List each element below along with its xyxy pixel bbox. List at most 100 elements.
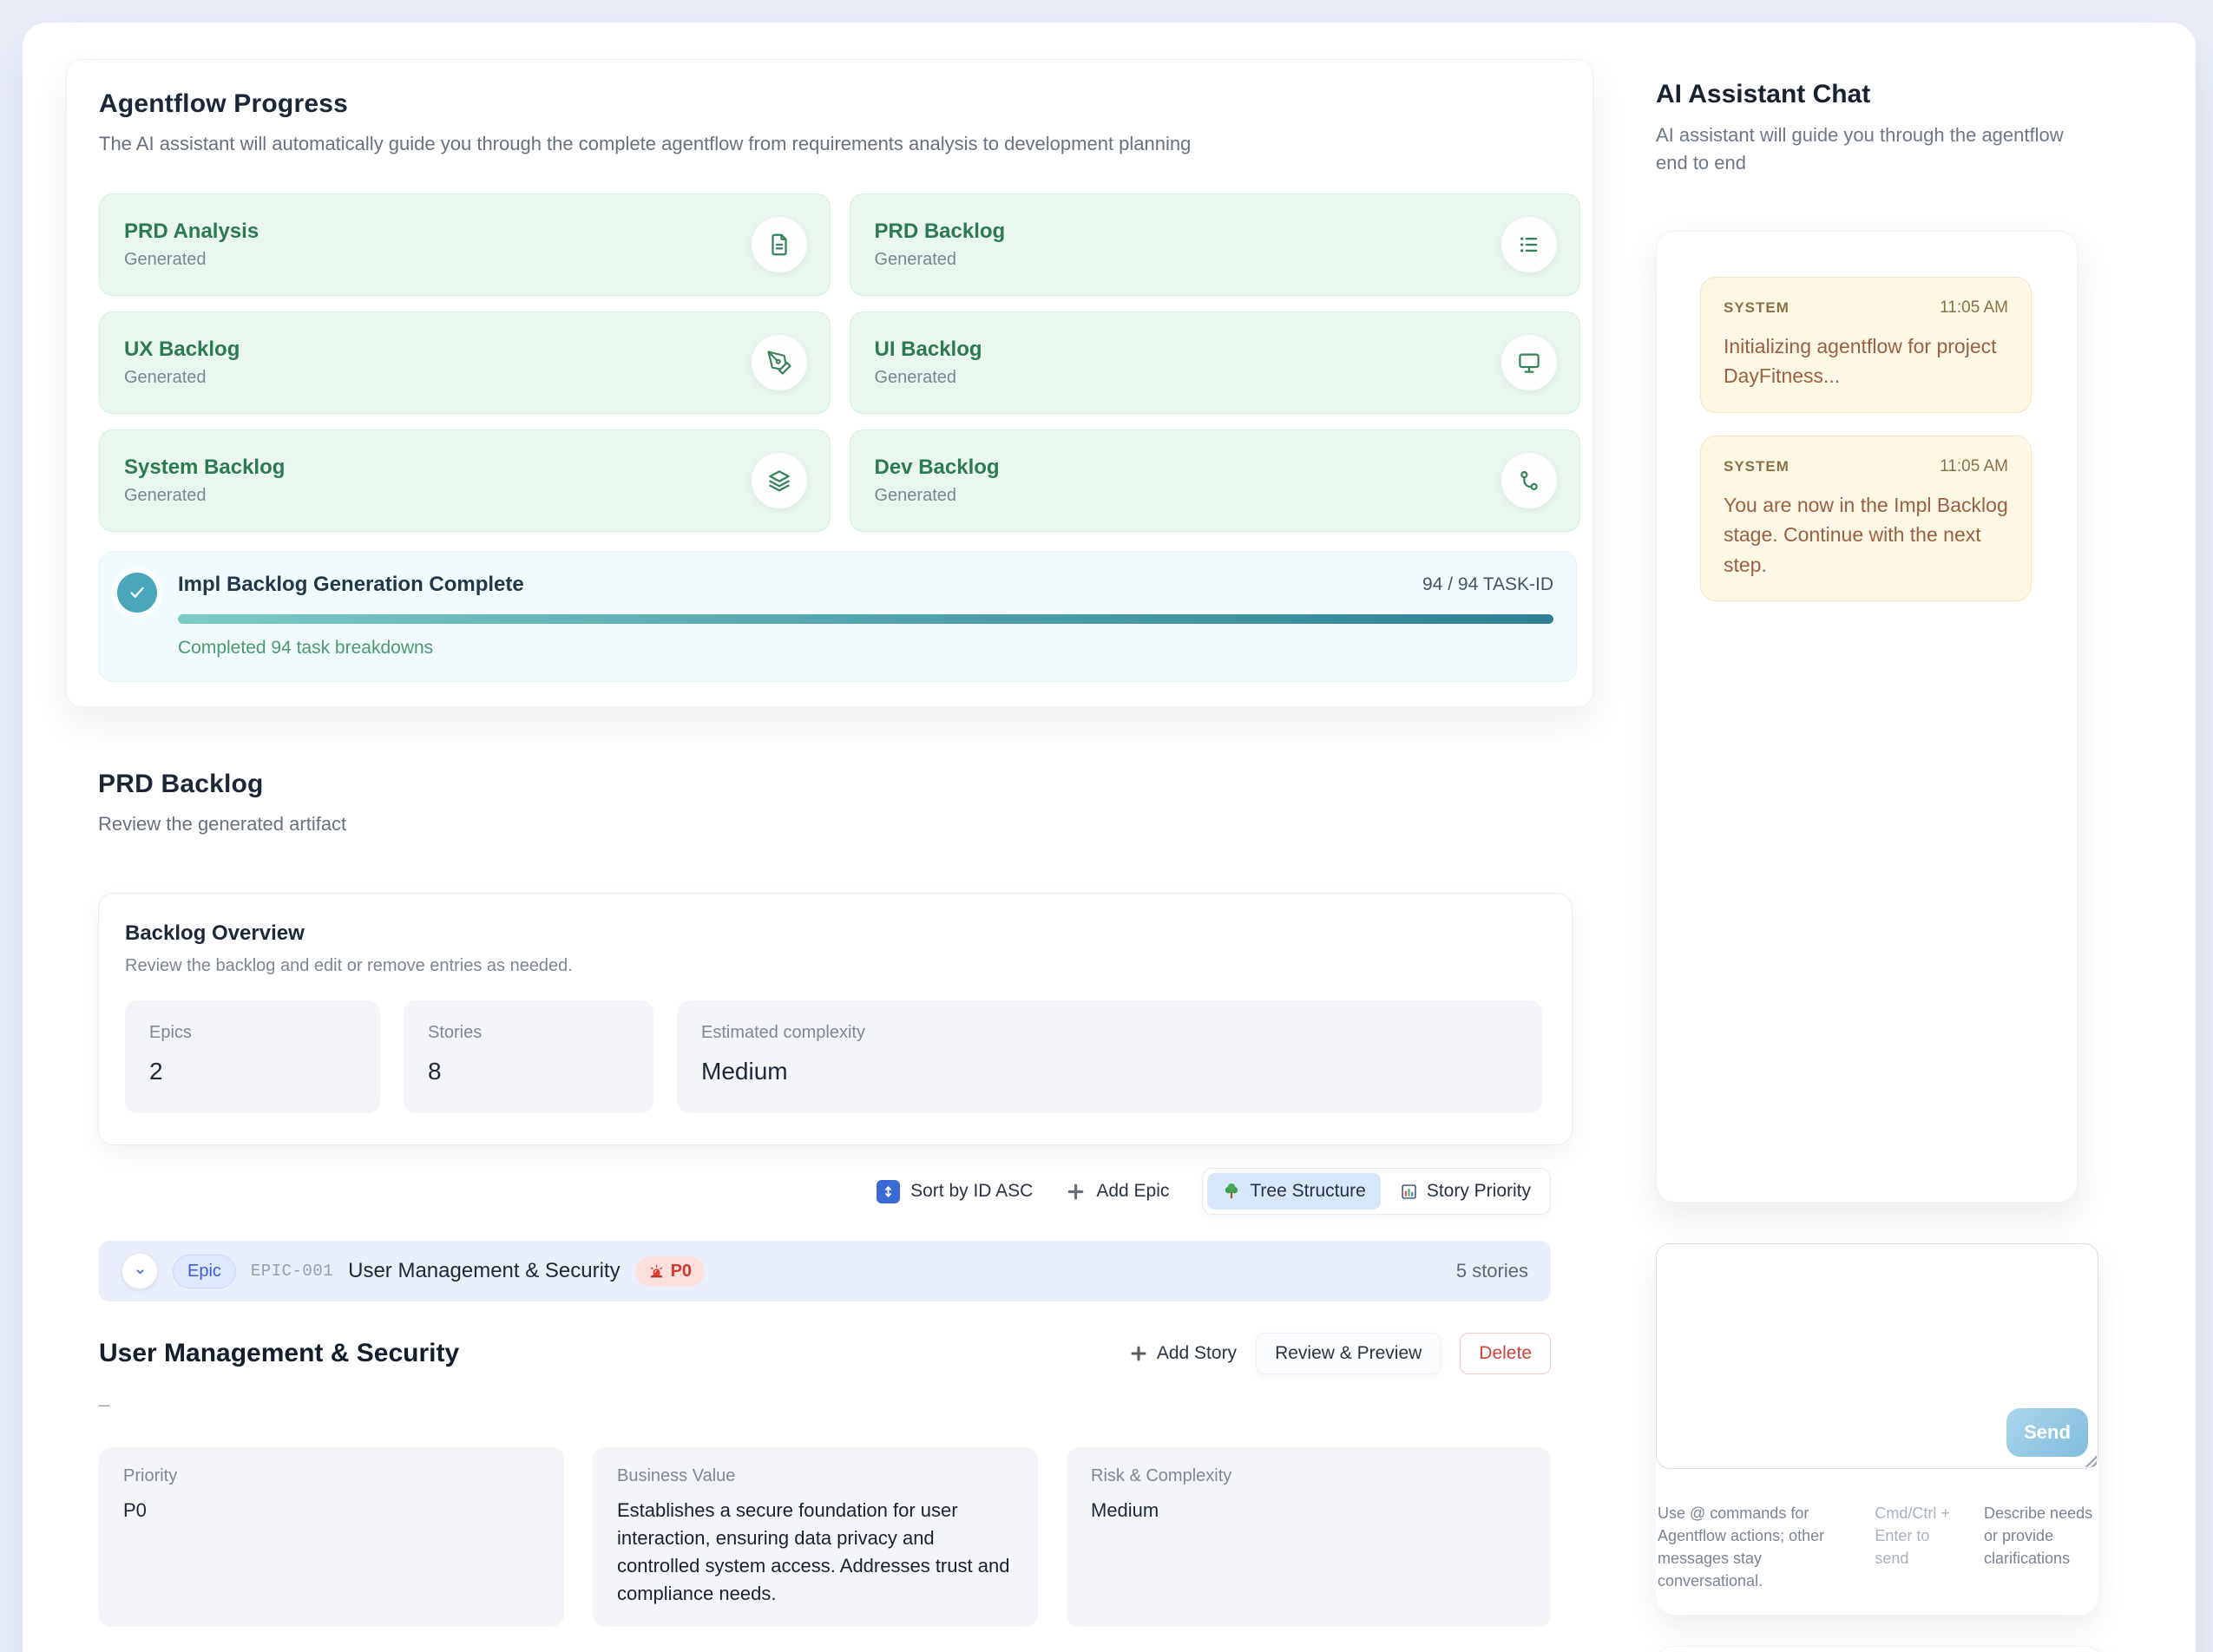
sort-label: Sort by ID ASC: [910, 1181, 1034, 1201]
tab-story-priority[interactable]: Story Priority: [1385, 1173, 1546, 1210]
message-time: 11:05 AM: [1940, 298, 2008, 317]
add-epic-button[interactable]: Add Epic: [1066, 1181, 1169, 1202]
message-sender: SYSTEM: [1724, 457, 1789, 475]
stage-status: Generated: [874, 368, 957, 387]
epic-description-placeholder: –: [99, 1393, 110, 1415]
git-branch-icon: [1501, 453, 1557, 508]
tab-tree-structure[interactable]: Tree Structure: [1207, 1173, 1381, 1210]
chat-hints: Use @ commands for Agentflow actions; ot…: [1656, 1502, 2098, 1592]
message-text: You are now in the Impl Backlog stage. C…: [1724, 493, 2008, 576]
bar-chart-icon: [1400, 1183, 1418, 1201]
stat-complexity: Estimated complexity Medium: [677, 1000, 1542, 1113]
backlog-toolbar: Sort by ID ASC Add Epic: [66, 1168, 1551, 1215]
completion-banner: Impl Backlog Generation Complete 94 / 94…: [99, 551, 1577, 682]
stage-status: Generated: [124, 368, 207, 387]
hint-shortcut: Cmd/Ctrl + Enter to send: [1875, 1504, 1950, 1567]
stage-card-system-backlog[interactable]: System Backlog Generated: [99, 429, 831, 532]
assistant-chat-title: AI Assistant Chat: [1656, 80, 1871, 108]
stat-label: Estimated complexity: [701, 1023, 865, 1042]
add-story-button[interactable]: Add Story: [1129, 1343, 1237, 1364]
stage-card-dev-backlog[interactable]: Dev Backlog Generated: [849, 429, 1580, 532]
epic-type-badge: Epic: [173, 1254, 236, 1288]
main-content: Agentflow Progress The AI assistant will…: [66, 59, 1593, 1652]
stat-value: 2: [149, 1058, 163, 1085]
epic-fields: Priority P0 Business Value Establishes a…: [99, 1447, 1551, 1627]
stat-value: Medium: [701, 1058, 788, 1085]
agentflow-progress-subtitle: The AI assistant will automatically guid…: [99, 133, 1192, 154]
overview-stats: Epics 2 Stories 8 Estimated complexity M…: [125, 1000, 1542, 1113]
send-button[interactable]: Send: [2006, 1407, 2088, 1457]
command-reference-card: Agentflow Command Reference: [1656, 1646, 2104, 1652]
plus-icon: [1066, 1182, 1086, 1202]
epic-stories-count: 5 stories: [1455, 1260, 1528, 1282]
assistant-panel: AI Assistant Chat AI assistant will guid…: [1656, 80, 2104, 1652]
chat-message-list: SYSTEM 11:05 AM Initializing agentflow f…: [1656, 230, 2078, 1203]
progress-bar: [178, 614, 1553, 624]
chevron-down-icon: [136, 1268, 143, 1274]
hint-describe: Describe needs or provide clarifications: [1984, 1504, 2093, 1567]
assistant-chat-subtitle: AI assistant will guide you through the …: [1656, 124, 2064, 174]
message-sender: SYSTEM: [1724, 298, 1789, 316]
epic-detail: User Management & Security Add Story Rev…: [99, 1301, 1551, 1652]
epic-detail-heading: User Management & Security: [99, 1339, 460, 1367]
plus-icon: [1129, 1344, 1148, 1363]
chat-message: SYSTEM 11:05 AM You are now in the Impl …: [1700, 435, 2032, 602]
stage-status: Generated: [124, 486, 207, 505]
field-value: Establishes a secure foundation for user…: [617, 1499, 1010, 1604]
stage-status-grid: PRD Analysis Generated PRD Backlog Gener…: [99, 193, 1580, 532]
backlog-overview-card: Backlog Overview Review the backlog and …: [98, 893, 1573, 1145]
sort-by-id-button[interactable]: Sort by ID ASC: [877, 1179, 1034, 1203]
field-business-value: Business Value Establishes a secure foun…: [593, 1447, 1038, 1627]
prd-backlog-title: PRD Backlog: [98, 770, 264, 798]
siren-icon: [650, 1264, 662, 1277]
chat-input-card: Send Use @ commands for Agentflow action…: [1656, 1242, 2098, 1616]
stage-card-prd-analysis[interactable]: PRD Analysis Generated: [99, 193, 831, 296]
hint-commands: Use @ commands for Agentflow actions; ot…: [1658, 1504, 1825, 1590]
tree-icon: [1222, 1182, 1241, 1201]
completion-counter: 94 / 94 TASK-ID: [1422, 574, 1553, 594]
stat-epics: Epics 2: [125, 1000, 380, 1113]
chat-message: SYSTEM 11:05 AM Initializing agentflow f…: [1700, 276, 2032, 413]
stage-name: UX Backlog: [124, 338, 240, 361]
field-label: Risk & Complexity: [1091, 1466, 1232, 1485]
agentflow-progress-title: Agentflow Progress: [99, 89, 348, 118]
stage-name: Dev Backlog: [874, 456, 1000, 479]
stat-stories: Stories 8: [404, 1000, 653, 1113]
completion-title: Impl Backlog Generation Complete: [178, 573, 524, 596]
field-value: P0: [123, 1499, 147, 1521]
add-epic-label: Add Epic: [1096, 1181, 1170, 1201]
stage-card-ui-backlog[interactable]: UI Backlog Generated: [849, 311, 1580, 414]
field-priority: Priority P0: [99, 1447, 564, 1627]
check-icon: [117, 573, 157, 613]
tab-label: Story Priority: [1426, 1181, 1531, 1201]
collapse-epic-button[interactable]: [121, 1253, 158, 1289]
completion-note: Completed 94 task breakdowns: [178, 638, 434, 658]
epic-header-row[interactable]: Epic EPIC-001 User Management & Security…: [99, 1241, 1551, 1301]
backlog-overview-subtitle: Review the backlog and edit or remove en…: [125, 956, 573, 975]
epic-priority-badge: P0: [634, 1255, 706, 1287]
backlog-overview-title: Backlog Overview: [125, 921, 305, 945]
field-value: Medium: [1091, 1499, 1159, 1521]
message-text: Initializing agentflow for project DayFi…: [1724, 334, 1997, 388]
stage-name: System Backlog: [124, 456, 286, 479]
view-toggle: Tree Structure Story Priority: [1202, 1168, 1551, 1215]
message-time: 11:05 AM: [1940, 456, 2008, 475]
stage-card-ux-backlog[interactable]: UX Backlog Generated: [99, 311, 831, 414]
epic-block: Epic EPIC-001 User Management & Security…: [99, 1241, 1551, 1652]
epic-priority-label: P0: [670, 1261, 693, 1281]
stage-name: UI Backlog: [874, 338, 982, 361]
list-icon: [1501, 217, 1557, 272]
stage-name: PRD Analysis: [124, 220, 259, 243]
sort-icon: [877, 1179, 901, 1203]
tab-label: Tree Structure: [1250, 1181, 1366, 1201]
review-preview-button[interactable]: Review & Preview: [1256, 1333, 1441, 1374]
delete-epic-button[interactable]: Delete: [1460, 1333, 1551, 1374]
field-risk-complexity: Risk & Complexity Medium: [1067, 1447, 1551, 1627]
stat-label: Epics: [149, 1023, 192, 1042]
stage-status: Generated: [874, 250, 957, 269]
progress-fill: [178, 614, 1553, 624]
stat-value: 8: [428, 1058, 442, 1085]
stage-status: Generated: [874, 486, 957, 505]
stage-card-prd-backlog[interactable]: PRD Backlog Generated: [849, 193, 1580, 296]
